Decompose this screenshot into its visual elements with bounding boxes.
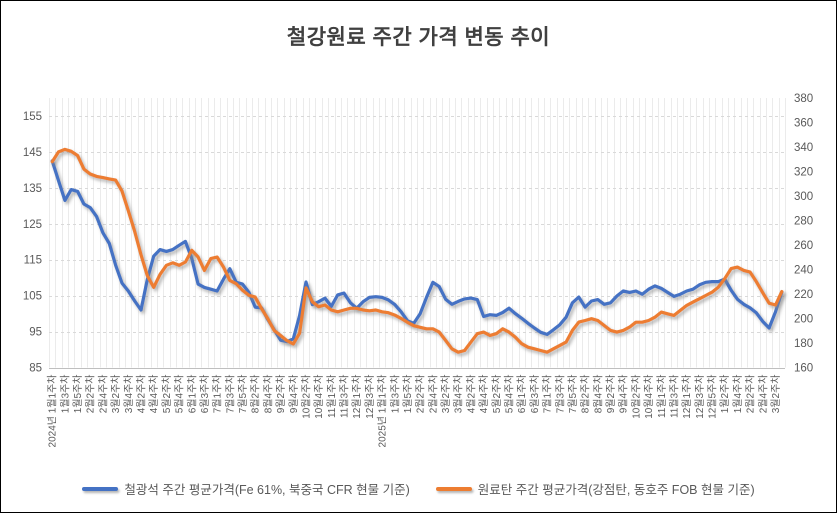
- iron-ore-legend-label: 철광석 주간 평균가격(Fe 61%, 북중국 CFR 현물 기준): [124, 483, 410, 497]
- svg-text:2월2주차: 2월2주차: [745, 375, 757, 414]
- svg-text:6월1주차: 6월1주차: [186, 375, 198, 414]
- svg-text:12월1주차: 12월1주차: [681, 375, 693, 419]
- svg-text:11월1주차: 11월1주차: [656, 375, 668, 419]
- svg-text:2025년 1월1주차: 2025년 1월1주차: [377, 375, 389, 448]
- svg-text:4월4주차: 4월4주차: [478, 375, 490, 414]
- svg-text:280: 280: [794, 216, 813, 228]
- svg-text:180: 180: [794, 338, 813, 350]
- svg-text:4월2주차: 4월2주차: [465, 375, 477, 414]
- x-axis-labels: 2024년 1월1주차 1월3주차 1월5주차 2월2주차 2월4주차 3월2주차 3월4주…: [47, 374, 782, 447]
- svg-text:9월4주차: 9월4주차: [288, 375, 300, 414]
- svg-text:5월4주차: 5월4주차: [174, 375, 186, 414]
- svg-text:8월2주차: 8월2주차: [580, 375, 592, 414]
- svg-text:9월2주차: 9월2주차: [605, 375, 617, 414]
- svg-text:3월4주차: 3월4주차: [453, 375, 465, 414]
- svg-text:12월5주차: 12월5주차: [707, 375, 719, 419]
- svg-text:4월4주차: 4월4주차: [148, 375, 160, 414]
- svg-text:5월2주차: 5월2주차: [161, 375, 173, 414]
- svg-text:3월2주차: 3월2주차: [770, 375, 782, 414]
- svg-text:340: 340: [794, 142, 813, 154]
- svg-text:320: 320: [794, 167, 813, 179]
- svg-text:160: 160: [794, 363, 813, 375]
- svg-text:135: 135: [23, 183, 42, 195]
- svg-text:1월3주차: 1월3주차: [59, 375, 71, 414]
- svg-text:2월4주차: 2월4주차: [427, 375, 439, 414]
- svg-text:10월2주차: 10월2주차: [300, 375, 312, 419]
- svg-text:125: 125: [23, 219, 42, 231]
- svg-text:6월3주차: 6월3주차: [199, 375, 211, 414]
- svg-text:3월2주차: 3월2주차: [110, 375, 122, 414]
- svg-text:5월4주차: 5월4주차: [504, 375, 516, 414]
- svg-text:12월1주차: 12월1주차: [351, 375, 363, 419]
- svg-text:145: 145: [23, 147, 42, 159]
- horizontal-gridlines: [49, 116, 785, 333]
- svg-text:260: 260: [794, 240, 813, 252]
- legend-item-iron-ore: 철광석 주간 평균가격(Fe 61%, 북중국 CFR 현물 기준): [82, 479, 410, 498]
- svg-text:1월5주차: 1월5주차: [402, 375, 414, 414]
- svg-text:7월3주차: 7월3주차: [224, 375, 236, 414]
- svg-text:10월4주차: 10월4주차: [313, 375, 325, 419]
- chart-title: 철강원료 주간 가격 변동 추이: [286, 26, 551, 49]
- svg-text:10월4주차: 10월4주차: [643, 375, 655, 419]
- svg-text:11월3주차: 11월3주차: [668, 375, 680, 419]
- y-axis-left-labels: 85 95 105 115 125 135 145 155: [23, 111, 42, 375]
- svg-text:4월2주차: 4월2주차: [136, 375, 148, 414]
- svg-text:220: 220: [794, 289, 813, 301]
- y-axis-right-labels: 160 180 200 220 240 260 280 300 320 340 360 380: [794, 93, 813, 375]
- svg-text:300: 300: [794, 191, 813, 203]
- vertical-gridlines: [49, 98, 786, 368]
- svg-text:1월4주차: 1월4주차: [732, 375, 744, 414]
- svg-text:7월5주차: 7월5주차: [237, 375, 249, 414]
- svg-text:2월4주차: 2월4주차: [97, 375, 109, 414]
- svg-text:11월1주차: 11월1주차: [326, 375, 338, 419]
- svg-text:1월3주차: 1월3주차: [389, 375, 401, 414]
- svg-text:7월1주차: 7월1주차: [542, 375, 554, 414]
- svg-text:9월4주차: 9월4주차: [618, 375, 630, 414]
- coking-coal-line-swatch: [435, 486, 472, 491]
- svg-text:7월5주차: 7월5주차: [567, 375, 579, 414]
- svg-text:2월2주차: 2월2주차: [415, 375, 427, 414]
- svg-text:6월3주차: 6월3주차: [529, 375, 541, 414]
- svg-text:85: 85: [29, 363, 42, 375]
- svg-text:8월4주차: 8월4주차: [262, 375, 274, 414]
- iron-ore-line: [50, 159, 784, 344]
- svg-text:115: 115: [24, 255, 42, 267]
- svg-text:9월2주차: 9월2주차: [275, 375, 287, 414]
- svg-text:7월1주차: 7월1주차: [212, 375, 224, 414]
- iron-ore-line-swatch: [82, 486, 119, 491]
- svg-text:11월3주차: 11월3주차: [339, 375, 351, 419]
- legend: 철광석 주간 평균가격(Fe 61%, 북중국 CFR 현물 기준) 원료탄 주…: [1, 479, 836, 498]
- svg-text:2월4주차: 2월4주차: [757, 375, 769, 414]
- svg-text:1월2주차: 1월2주차: [719, 375, 731, 414]
- svg-text:3월2주차: 3월2주차: [440, 375, 452, 414]
- svg-text:6월1주차: 6월1주차: [516, 375, 528, 414]
- svg-text:8월2주차: 8월2주차: [250, 375, 262, 414]
- svg-text:8월4주차: 8월4주차: [592, 375, 604, 414]
- svg-text:2024년 1월1주차: 2024년 1월1주차: [47, 375, 59, 448]
- svg-text:2월2주차: 2월2주차: [85, 375, 97, 414]
- svg-text:10월2주차: 10월2주차: [630, 375, 642, 419]
- svg-text:3월4주차: 3월4주차: [123, 375, 135, 414]
- svg-text:1월5주차: 1월5주차: [72, 375, 84, 414]
- svg-text:240: 240: [794, 265, 813, 277]
- svg-text:380: 380: [794, 93, 813, 105]
- svg-text:12월3주차: 12월3주차: [364, 375, 376, 419]
- svg-text:95: 95: [29, 327, 42, 339]
- svg-text:105: 105: [23, 291, 42, 303]
- svg-text:155: 155: [23, 111, 42, 123]
- svg-text:12월3주차: 12월3주차: [694, 375, 706, 419]
- coking-coal-line: [50, 147, 784, 354]
- svg-text:7월3주차: 7월3주차: [554, 375, 566, 414]
- coking-coal-legend-label: 원료탄 주간 평균가격(강점탄, 동호주 FOB 현물 기준): [477, 483, 755, 497]
- legend-item-coking-coal: 원료탄 주간 평균가격(강점탄, 동호주 FOB 현물 기준): [435, 479, 755, 498]
- svg-text:360: 360: [794, 118, 813, 130]
- svg-text:5월2주차: 5월2주차: [491, 374, 503, 413]
- svg-text:200: 200: [794, 314, 813, 326]
